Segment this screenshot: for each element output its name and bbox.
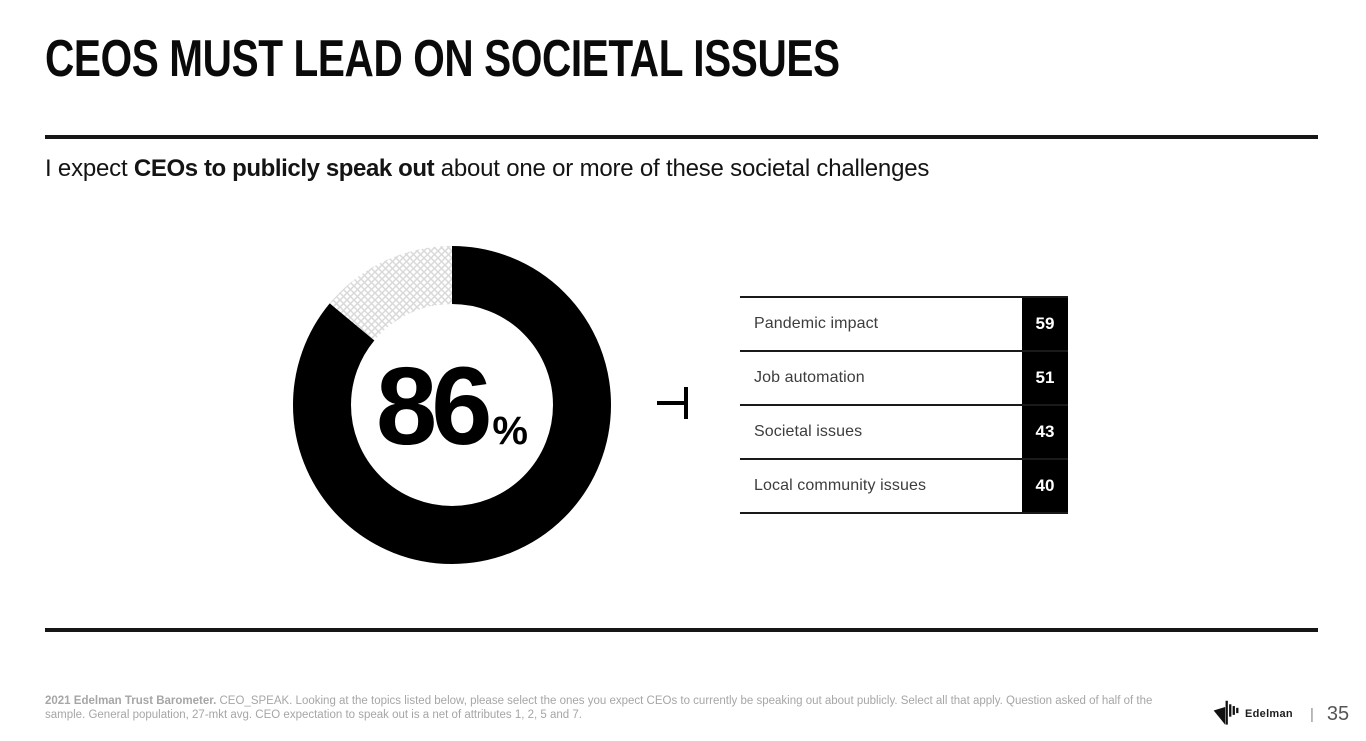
brand-footer: Edelman | 35 (1211, 699, 1349, 729)
donut-chart: 86% (291, 244, 613, 566)
footnote: 2021 Edelman Trust Barometer. CEO_SPEAK.… (45, 694, 1195, 722)
page-title: CEOS MUST LEAD ON SOCIETAL ISSUES (45, 30, 840, 88)
subtitle-prefix: I expect (45, 155, 134, 182)
donut-center-label: 86% (291, 352, 613, 462)
footnote-text: CEO_SPEAK. Looking at the topics listed … (45, 695, 1153, 721)
top-divider (45, 135, 1318, 139)
bottom-divider (45, 628, 1318, 632)
connector-horizontal-bar (657, 401, 685, 405)
issue-value: 59 (1022, 298, 1068, 350)
subtitle-suffix: about one or more of these societal chal… (434, 155, 930, 182)
issue-label: Pandemic impact (754, 315, 879, 332)
table-row: Societal issues 43 (740, 404, 1068, 458)
slide-subtitle: I expect CEOs to publicly speak out abou… (45, 155, 929, 183)
issue-value: 40 (1022, 460, 1068, 512)
issue-label: Job automation (754, 369, 865, 386)
footer-separator: | (1309, 705, 1314, 723)
connector-tack-icon (657, 387, 688, 419)
issue-label: Local community issues (754, 477, 927, 494)
donut-value: 86 (376, 345, 492, 468)
footnote-source: 2021 Edelman Trust Barometer. (45, 695, 220, 707)
donut-filled-arc (293, 246, 611, 564)
subtitle-emphasis: CEOs to publicly speak out (133, 155, 435, 182)
table-row: Pandemic impact 59 (740, 296, 1068, 350)
issues-table: Pandemic impact 59 Job automation 51 Soc… (740, 296, 1068, 514)
issue-value: 43 (1022, 406, 1068, 458)
issue-value: 51 (1022, 352, 1068, 404)
edelman-wordmark: Edelman (1245, 708, 1293, 720)
table-row: Local community issues 40 (740, 458, 1068, 514)
donut-chart-svg (293, 246, 611, 564)
connector-vertical-bar (684, 387, 688, 419)
table-row: Job automation 51 (740, 350, 1068, 404)
edelman-logo-icon (1213, 700, 1239, 725)
donut-unit: % (492, 409, 528, 453)
issue-label: Societal issues (754, 423, 863, 440)
page-number: 35 (1326, 702, 1350, 725)
